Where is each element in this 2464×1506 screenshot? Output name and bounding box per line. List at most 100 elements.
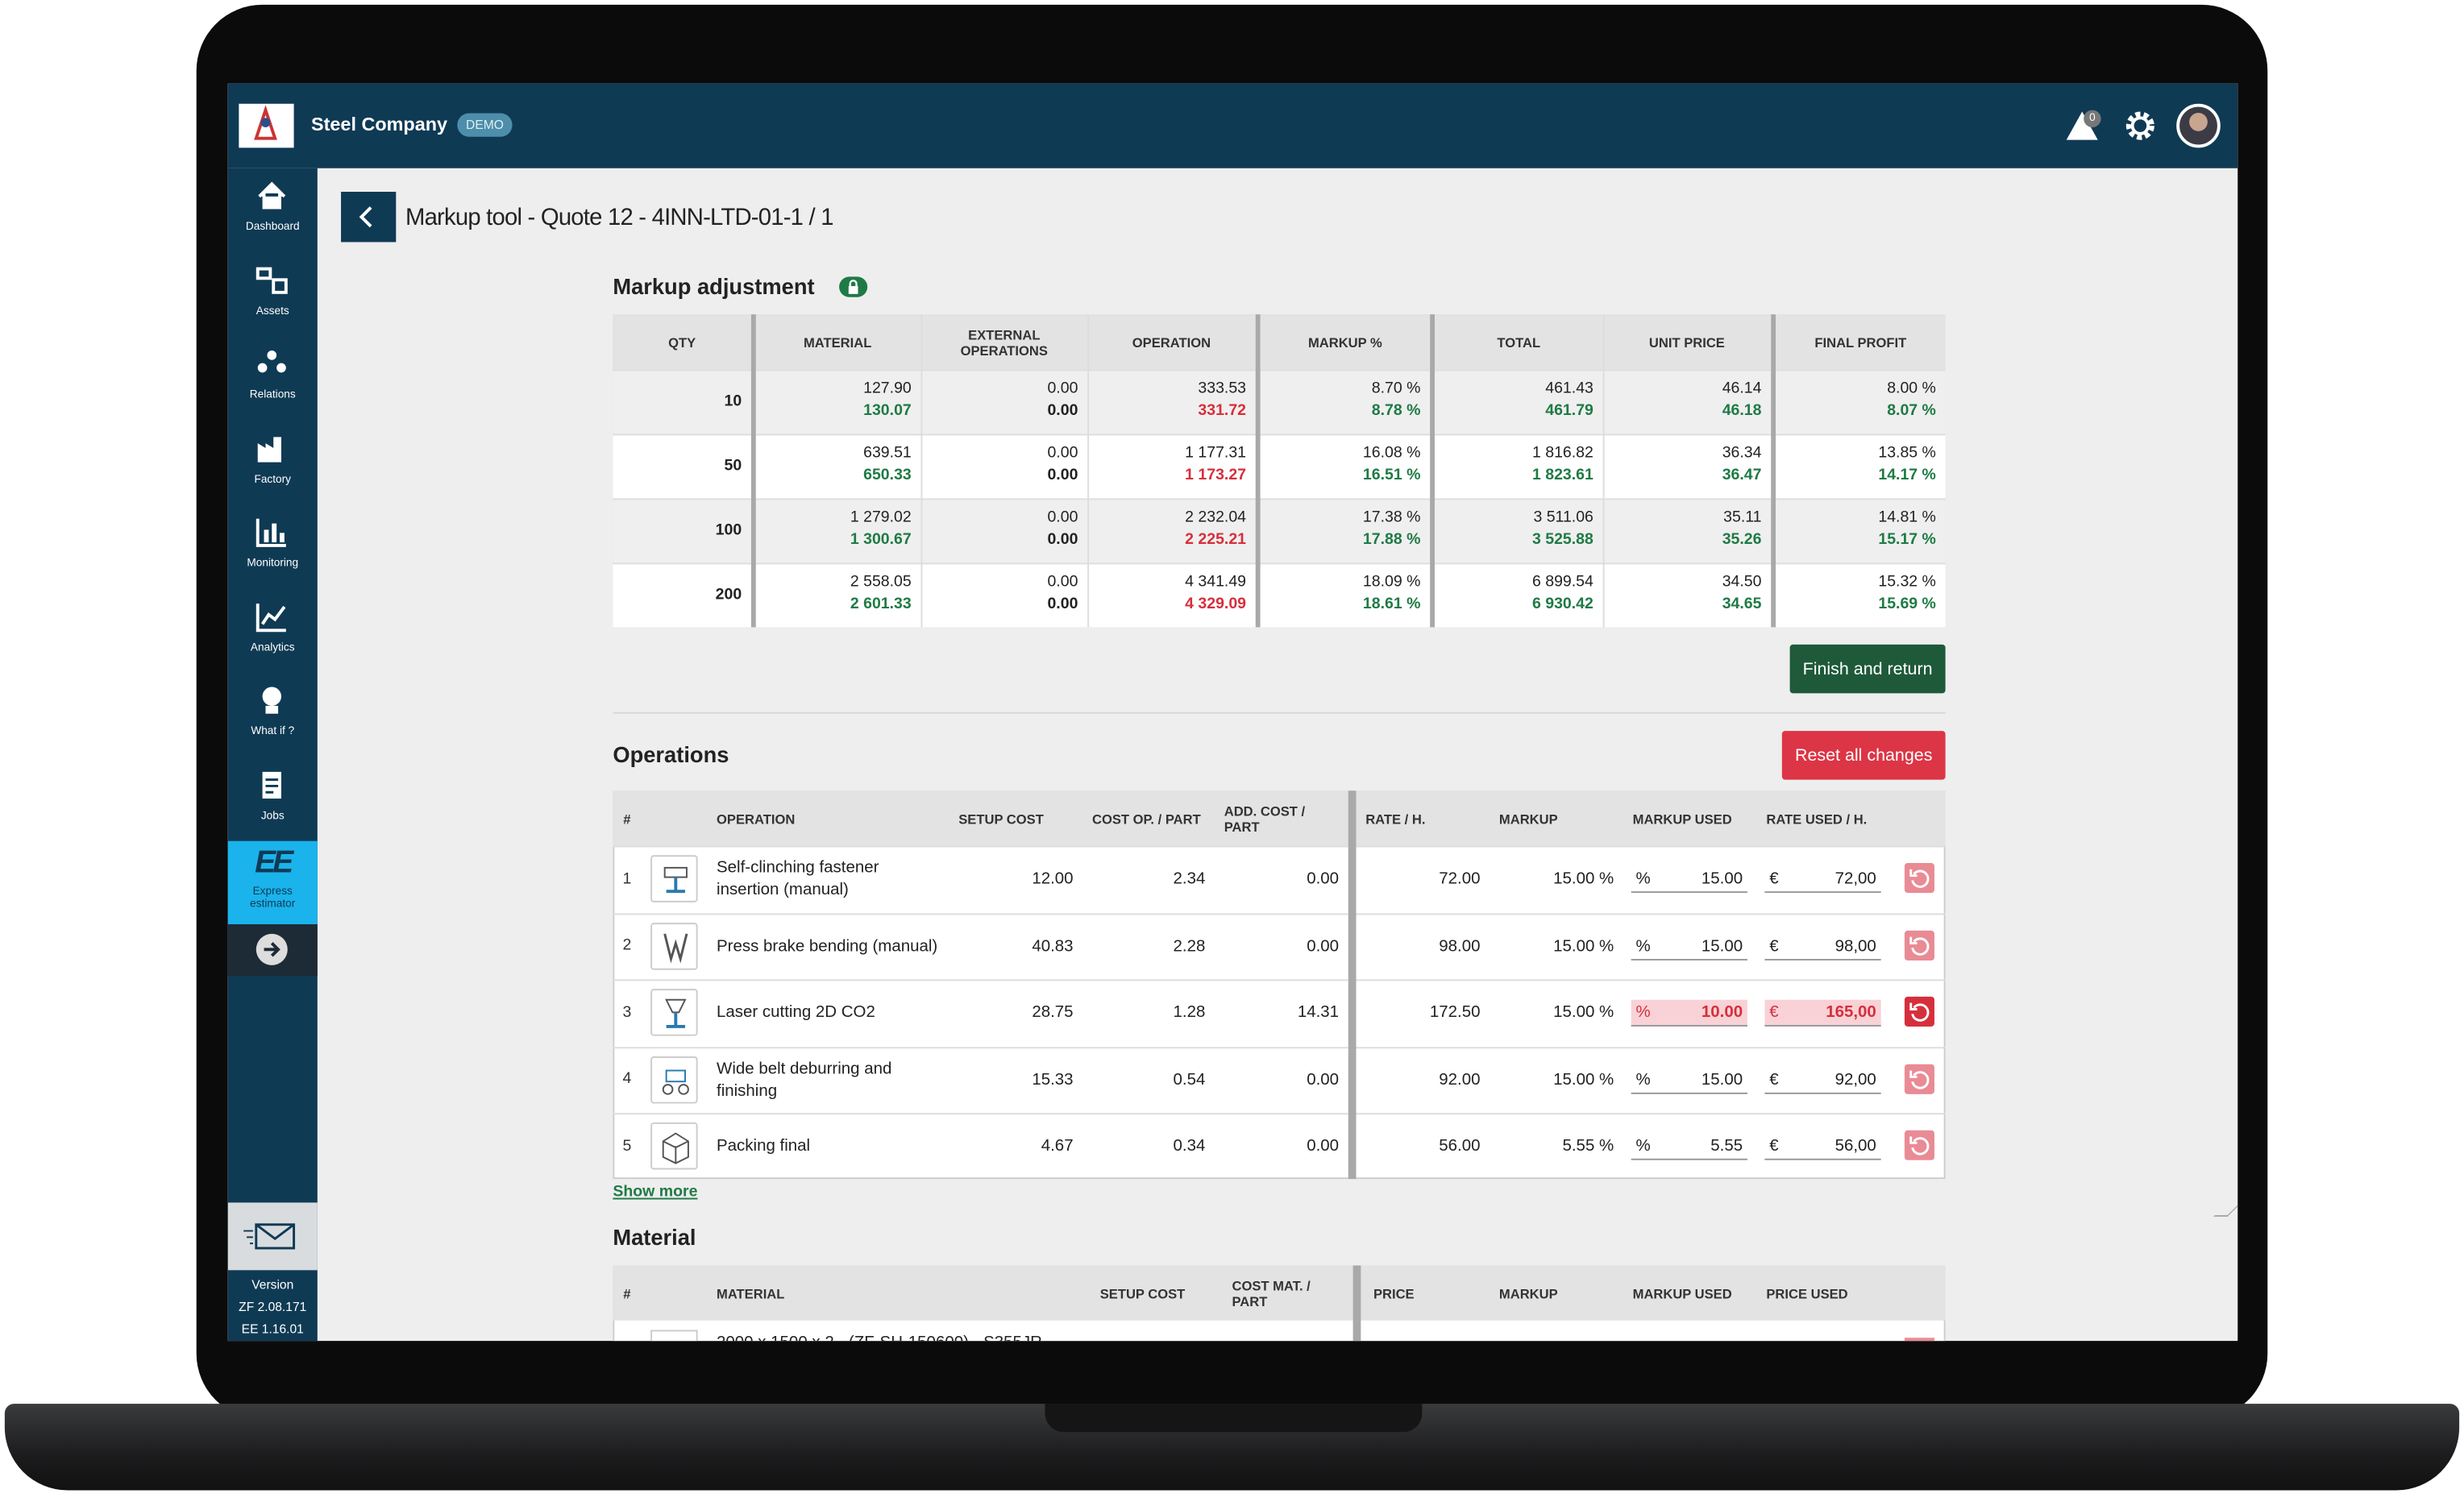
value-original: 34.50 — [1722, 574, 1762, 591]
notifications[interactable] — [2062, 106, 2103, 147]
sidebar-item[interactable]: Monitoring — [228, 504, 318, 588]
table-header-cell: FINAL PROFIT — [1776, 314, 1946, 370]
table-row — [613, 912, 1946, 979]
revert-button[interactable] — [1904, 929, 1934, 960]
value-adjusted: 4 329.09 — [1185, 595, 1247, 613]
value-adjusted: 16.51 % — [1362, 467, 1421, 484]
row-number: 3 — [622, 1004, 632, 1022]
value-adjusted: 3 525.88 — [1531, 531, 1593, 549]
input-field[interactable]: €72,00 — [1764, 866, 1881, 894]
icon — [1909, 1002, 1930, 1022]
operation-name: Packing final — [717, 1136, 811, 1156]
settings[interactable] — [2123, 109, 2158, 143]
numeric-cell: 5.55 % — [1562, 1136, 1614, 1156]
input-field[interactable]: €165,00 — [1764, 999, 1881, 1027]
sidebar-item[interactable]: Jobs — [228, 757, 318, 840]
value-original: 13.85 % — [1878, 445, 1936, 463]
top-bar — [227, 83, 2238, 168]
sidebar-item[interactable]: Relations — [228, 336, 318, 420]
sidebar-item[interactable]: What if ? — [228, 673, 318, 757]
value-original: 4 341.49 — [1185, 574, 1247, 591]
table-header-cell: SETUP COST — [958, 810, 1044, 827]
company-name: Steel Company — [311, 113, 448, 135]
table-row — [613, 979, 1946, 1046]
icon — [256, 933, 288, 965]
icon — [256, 518, 286, 547]
input-field[interactable]: €98,00 — [1764, 933, 1881, 960]
value-original: 2 232.04 — [1185, 509, 1247, 527]
row-number: 5 — [622, 1137, 632, 1155]
sidebar-item[interactable]: Analytics — [228, 589, 318, 673]
input-value: 165,00 — [1826, 1002, 1876, 1023]
revert-button[interactable] — [1904, 1338, 1934, 1342]
value-original: 1 177.31 — [1185, 445, 1247, 463]
sidebar-item[interactable]: Dashboard — [228, 168, 318, 252]
value-original: 0.00 — [1047, 445, 1078, 463]
input-field[interactable]: % 10.00 — [1631, 999, 1747, 1027]
reset-button[interactable]: Reset all changes — [1781, 731, 1946, 780]
show-more-link[interactable]: Show more — [613, 1184, 698, 1201]
sidebar-label: Dashboard — [245, 222, 300, 233]
sidebar-icon — [250, 763, 294, 807]
sidebar-icon — [250, 511, 294, 555]
value-original: 35.11 — [1723, 509, 1762, 527]
input-field[interactable]: % 15.00 — [1631, 1067, 1747, 1093]
value-adjusted: 0.00 — [1047, 467, 1078, 484]
value-original: 1 816.82 — [1531, 445, 1593, 463]
revert-button[interactable] — [1904, 1063, 1934, 1093]
page-title: Markup tool - Quote 12 - 4INN-LTD-01-1 /… — [405, 204, 833, 231]
input-value: 72,00 — [1834, 869, 1876, 889]
numeric-cell: 172.50 — [1429, 1003, 1481, 1023]
table-header-cell: MATERIAL — [754, 314, 921, 370]
row-number: 1 — [622, 870, 632, 888]
revert-button[interactable] — [1904, 1130, 1934, 1160]
column-line — [1087, 314, 1090, 628]
icon — [662, 1068, 689, 1094]
revert-button[interactable] — [1904, 863, 1934, 894]
numeric-cell: 4.67 — [1041, 1136, 1074, 1156]
section-title: Operations — [613, 741, 729, 768]
value-adjusted: 8.78 % — [1371, 402, 1421, 420]
version-text: ZF 2.08.171 — [239, 1300, 307, 1314]
value-adjusted: 15.17 % — [1878, 531, 1936, 549]
operation-name: Laser cutting 2D CO2 — [717, 1003, 875, 1023]
value-original: 46.14 — [1722, 380, 1762, 398]
table-header-cell: ADD. COST / PART — [1224, 802, 1306, 834]
bell-icon — [2066, 111, 2098, 140]
finish-button[interactable]: Finish and return — [1789, 644, 1946, 694]
numeric-cell: 15.00 % — [1553, 936, 1614, 956]
row-number: 4 — [622, 1071, 632, 1089]
back-button[interactable] — [341, 192, 397, 243]
input-field[interactable]: €92,00 — [1764, 1067, 1881, 1093]
numeric-cell: 0.00 — [1307, 1136, 1340, 1156]
value-original: 0.00 — [1047, 380, 1078, 398]
numeric-cell: 15.00 % — [1553, 1003, 1614, 1023]
icon — [258, 181, 286, 210]
table-header-cell: COST MAT. / PART — [1232, 1277, 1311, 1309]
sidebar-item[interactable]: Factory — [228, 421, 318, 504]
icon — [262, 687, 281, 714]
input-field[interactable]: €56,00 — [1764, 1134, 1881, 1160]
value-original: 0.00 — [1047, 574, 1078, 591]
table-row — [613, 498, 1946, 563]
sidebar-item-active[interactable]: EE Express estimator — [227, 840, 318, 925]
input-unit: € — [1769, 1002, 1779, 1023]
avatar[interactable] — [2176, 103, 2221, 148]
sidebar-item[interactable]: Assets — [228, 252, 318, 336]
input-field[interactable]: % 15.00 — [1631, 866, 1747, 894]
sidebar-expand[interactable] — [227, 924, 318, 977]
table-header-cell: PRICE USED — [1766, 1284, 1848, 1301]
group-separator — [1255, 314, 1261, 628]
input-field[interactable]: % 15.00 — [1631, 933, 1747, 960]
input-field[interactable]: % 5.55 — [1631, 1134, 1747, 1160]
sidebar-label: Relations — [249, 389, 296, 401]
table-header-cell: MARKUP — [1498, 1284, 1558, 1301]
revert-button[interactable] — [1904, 996, 1934, 1027]
value-adjusted: 17.88 % — [1362, 531, 1421, 549]
input-value: 15.00 — [1701, 936, 1743, 956]
lock-icon — [848, 280, 858, 294]
table-header-cell: MATERIAL — [717, 1284, 785, 1301]
qty-cell: 50 — [724, 457, 742, 475]
mail-button[interactable] — [227, 1202, 318, 1271]
operation-icon — [650, 1330, 698, 1342]
